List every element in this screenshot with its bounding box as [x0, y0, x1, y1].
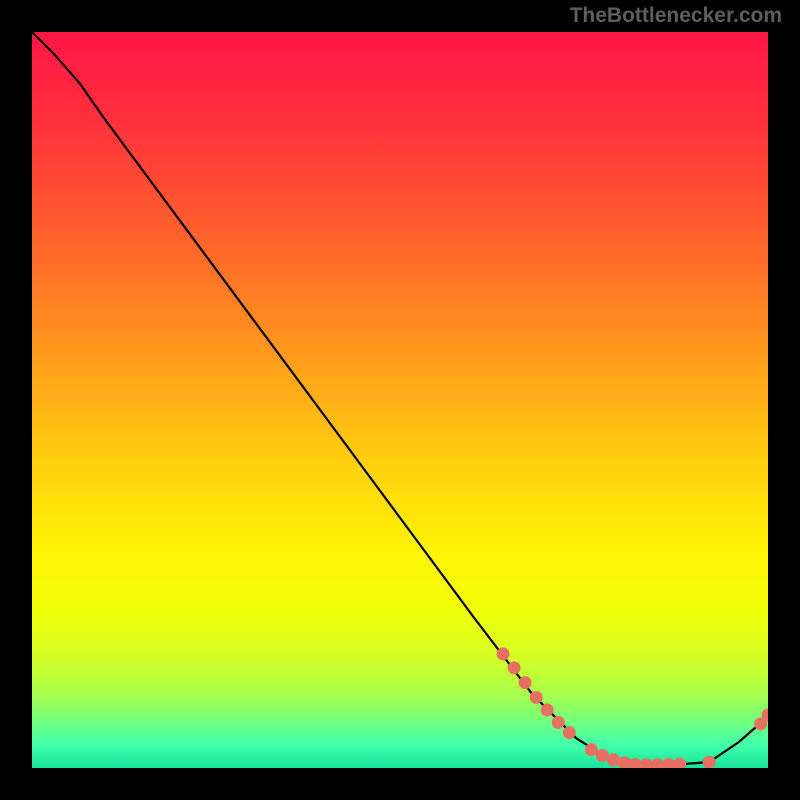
data-marker	[585, 744, 597, 756]
data-marker	[618, 757, 630, 768]
data-marker	[607, 754, 619, 766]
data-marker	[663, 758, 675, 768]
data-marker	[703, 756, 715, 768]
data-marker	[652, 759, 664, 768]
data-marker	[497, 648, 509, 660]
data-marker	[552, 716, 564, 728]
data-marker	[530, 691, 542, 703]
chart-area	[32, 32, 768, 768]
data-marker	[596, 749, 608, 761]
watermark-text: TheBottlenecker.com	[570, 4, 782, 28]
data-marker	[674, 758, 686, 768]
data-marker	[508, 662, 520, 674]
data-marker	[519, 677, 531, 689]
data-marker	[541, 704, 553, 716]
data-marker	[563, 727, 575, 739]
chart-svg-layer	[32, 32, 768, 768]
bottleneck-curve	[32, 32, 768, 764]
data-marker	[630, 758, 642, 768]
data-marker	[641, 759, 653, 768]
